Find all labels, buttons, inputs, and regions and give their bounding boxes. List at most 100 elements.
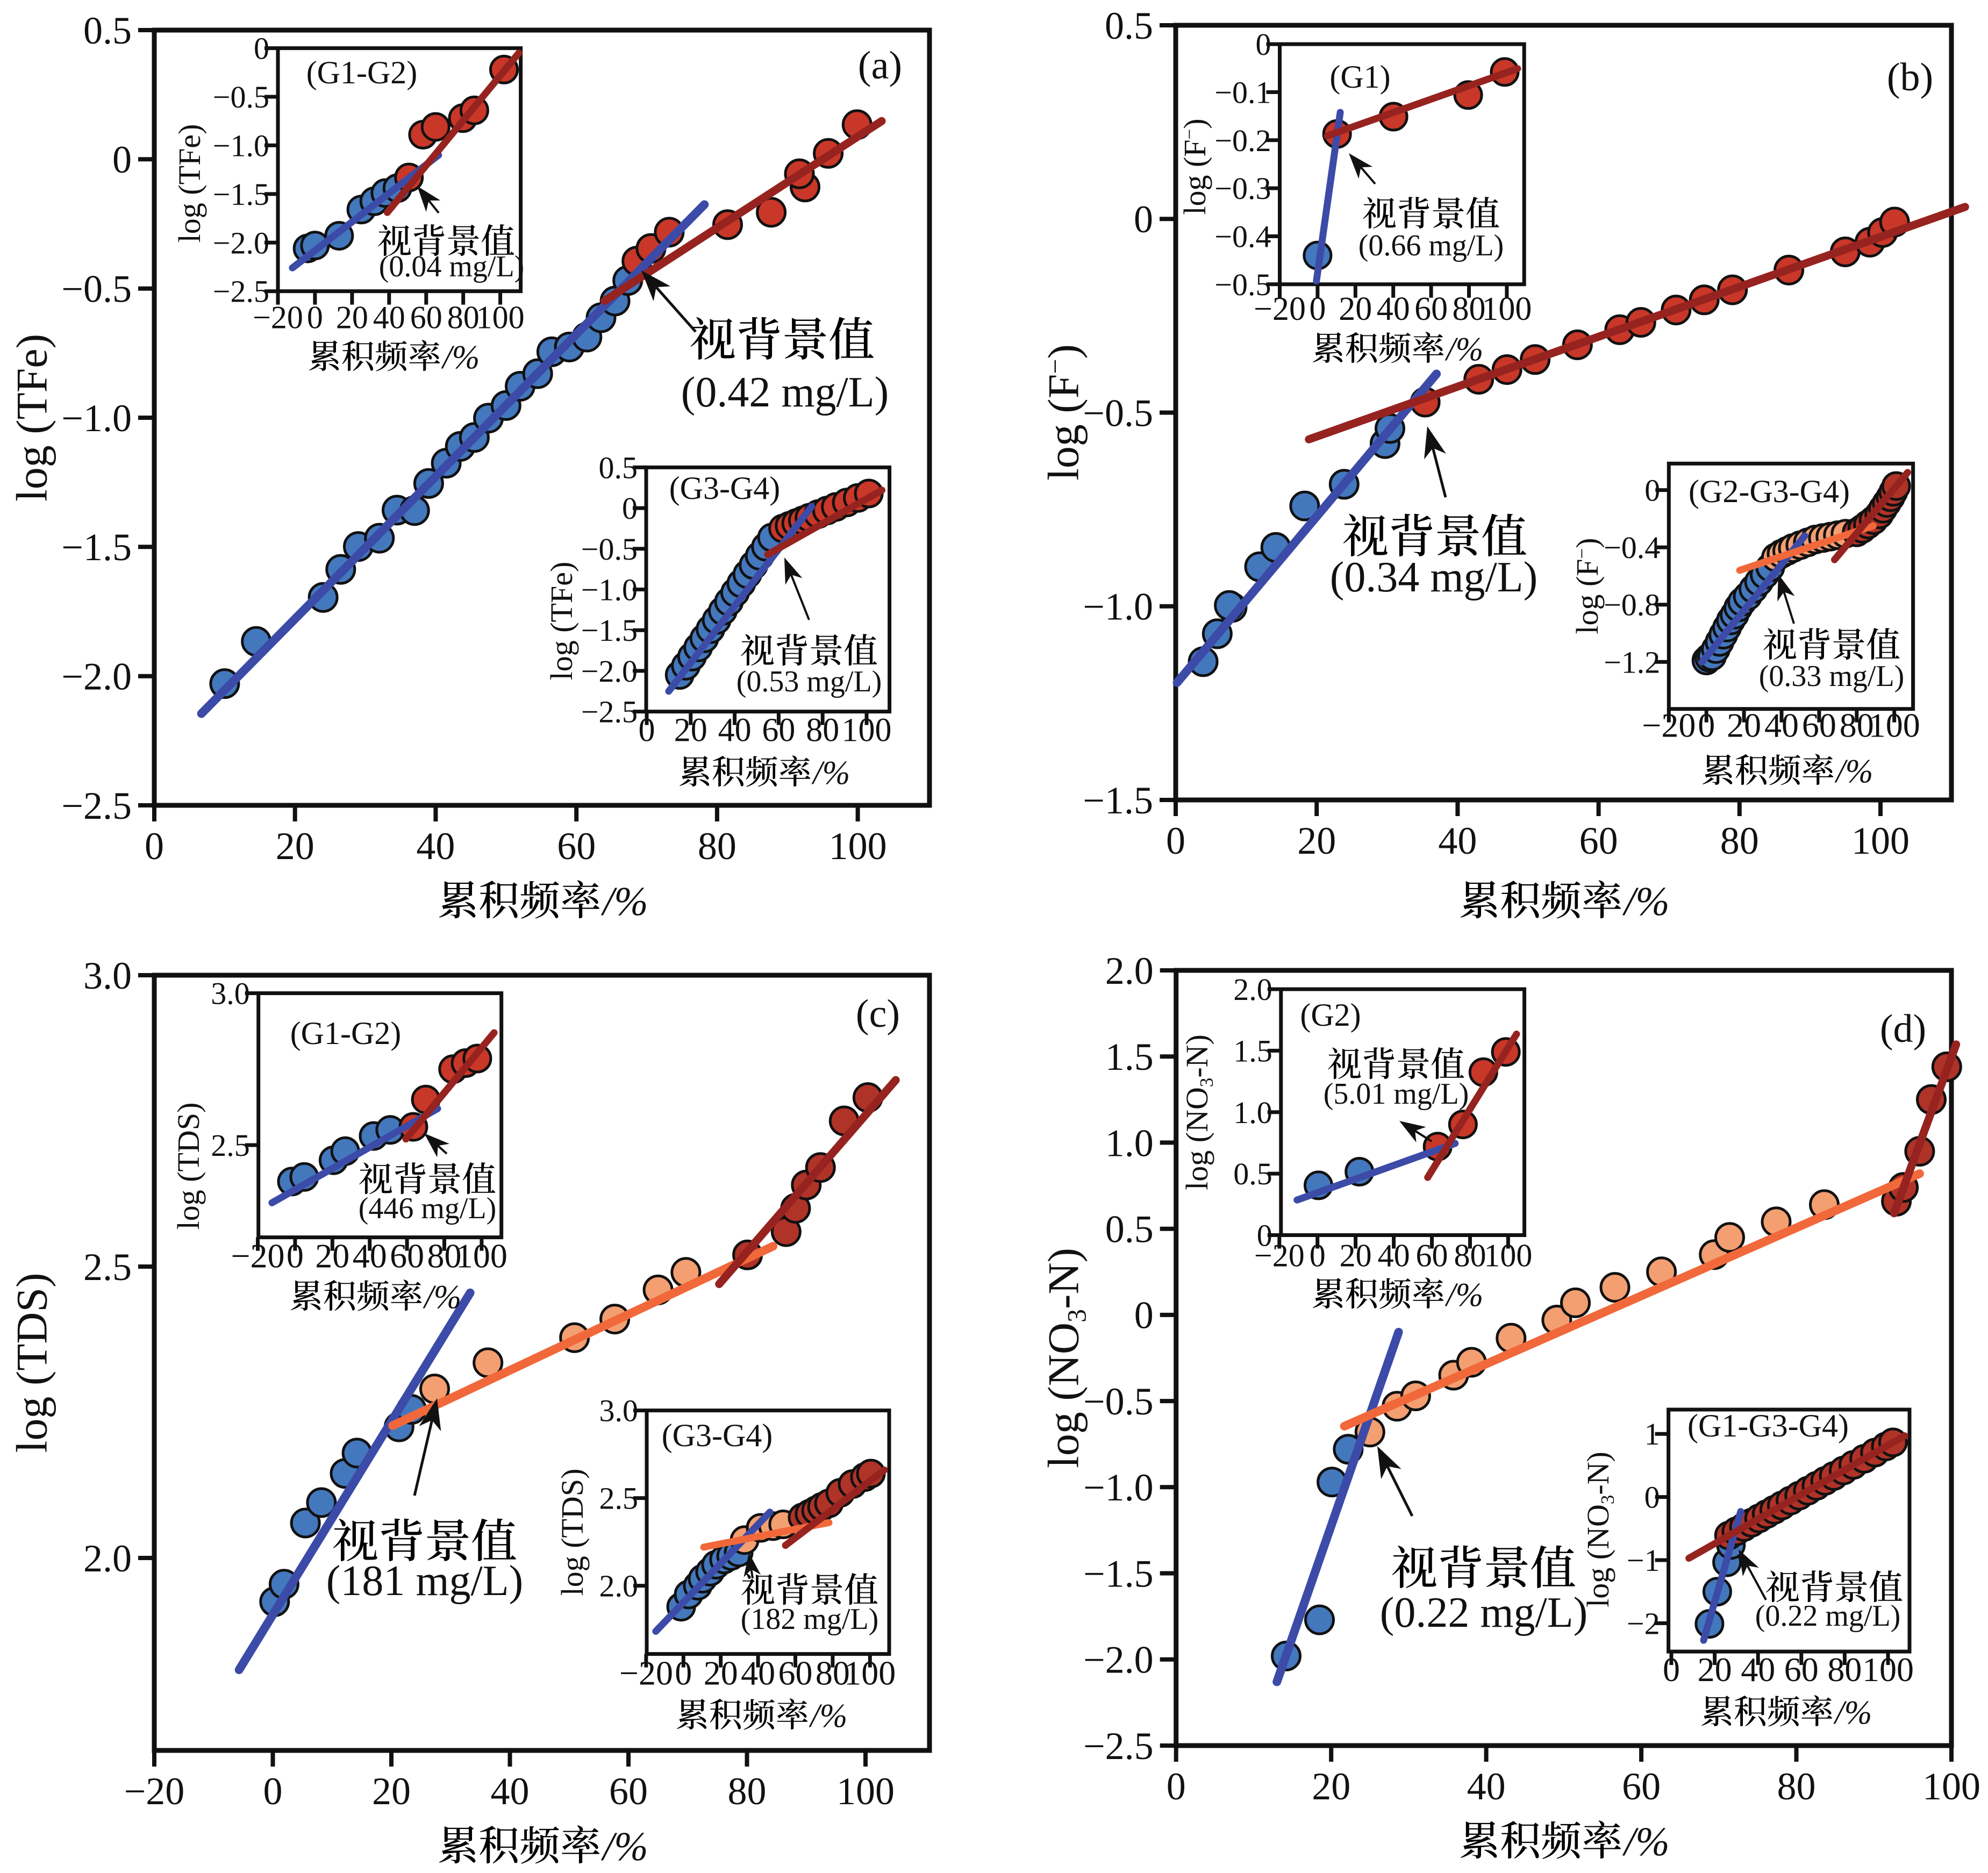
svg-text:(0.33 mg/L): (0.33 mg/L) bbox=[1759, 660, 1905, 693]
svg-text:(5.01 mg/L): (5.01 mg/L) bbox=[1324, 1077, 1469, 1111]
svg-text:60: 60 bbox=[1802, 706, 1836, 745]
svg-text:2.0: 2.0 bbox=[1233, 972, 1272, 1007]
svg-text:(G3-G4): (G3-G4) bbox=[669, 470, 781, 506]
svg-text:(G1-G2): (G1-G2) bbox=[290, 1016, 402, 1051]
svg-text:(0.22 mg/L): (0.22 mg/L) bbox=[1755, 1599, 1901, 1633]
svg-text:2.0: 2.0 bbox=[599, 1569, 639, 1604]
svg-text:(0.22 mg/L): (0.22 mg/L) bbox=[1380, 1589, 1588, 1636]
svg-text:20: 20 bbox=[372, 1770, 411, 1813]
svg-text:20: 20 bbox=[315, 1237, 349, 1275]
svg-text:2.5: 2.5 bbox=[83, 1246, 132, 1289]
svg-text:(G2-G3-G4): (G2-G3-G4) bbox=[1689, 474, 1850, 509]
svg-text:0: 0 bbox=[1134, 1294, 1154, 1337]
svg-text:−1.0: −1.0 bbox=[61, 397, 132, 440]
svg-text:60: 60 bbox=[557, 825, 596, 868]
svg-text:log (F−): log (F−) bbox=[1177, 118, 1212, 215]
svg-text:0: 0 bbox=[263, 1770, 283, 1813]
svg-text:−1.0: −1.0 bbox=[1083, 1466, 1154, 1509]
svg-text:80: 80 bbox=[447, 300, 480, 335]
svg-text:0: 0 bbox=[1309, 291, 1326, 327]
svg-text:2.0: 2.0 bbox=[83, 1537, 132, 1580]
svg-text:3.0: 3.0 bbox=[599, 1393, 639, 1428]
svg-text:−0.4: −0.4 bbox=[1214, 219, 1271, 254]
svg-text:40: 40 bbox=[718, 712, 752, 749]
svg-text:0.5: 0.5 bbox=[83, 9, 132, 52]
svg-text:0: 0 bbox=[675, 1654, 692, 1692]
svg-text:100: 100 bbox=[1851, 819, 1910, 862]
svg-text:−0.3: −0.3 bbox=[1214, 171, 1271, 206]
svg-text:100: 100 bbox=[844, 1654, 896, 1692]
svg-text:/%: /% bbox=[600, 879, 648, 924]
svg-text:−20: −20 bbox=[1254, 291, 1306, 327]
svg-text:(G1-G2): (G1-G2) bbox=[306, 55, 418, 90]
svg-text:/%: /% bbox=[1444, 331, 1483, 368]
svg-text:−20: −20 bbox=[124, 1770, 185, 1813]
svg-text:−1.5: −1.5 bbox=[1083, 1552, 1154, 1595]
svg-text:−0.5: −0.5 bbox=[1083, 1380, 1154, 1423]
svg-text:20: 20 bbox=[336, 300, 368, 335]
svg-text:0: 0 bbox=[307, 300, 323, 335]
svg-text:/%: /% bbox=[1622, 1819, 1669, 1864]
svg-text:0: 0 bbox=[1310, 1238, 1326, 1274]
svg-text:0: 0 bbox=[254, 31, 269, 66]
svg-text:60: 60 bbox=[1622, 1765, 1661, 1808]
svg-text:−0.5: −0.5 bbox=[1214, 267, 1271, 302]
svg-text:−2.5: −2.5 bbox=[61, 784, 132, 827]
svg-text:(d): (d) bbox=[1880, 1007, 1926, 1051]
svg-text:2.0: 2.0 bbox=[1105, 949, 1154, 992]
svg-text:1.5: 1.5 bbox=[1105, 1035, 1154, 1078]
svg-text:100: 100 bbox=[1862, 1650, 1914, 1689]
svg-text:60: 60 bbox=[1416, 1238, 1448, 1274]
svg-text:20: 20 bbox=[1340, 1238, 1372, 1274]
svg-text:−2.5: −2.5 bbox=[581, 695, 638, 730]
svg-text:log (NO3-N): log (NO3-N) bbox=[1581, 1452, 1618, 1607]
svg-text:−20: −20 bbox=[253, 300, 303, 335]
svg-text:1.0: 1.0 bbox=[1105, 1121, 1154, 1164]
svg-text:40: 40 bbox=[1467, 1765, 1506, 1808]
svg-text:1.5: 1.5 bbox=[1233, 1033, 1272, 1068]
svg-text:(181 mg/L): (181 mg/L) bbox=[326, 1557, 524, 1605]
svg-text:40: 40 bbox=[416, 825, 455, 868]
svg-text:(c): (c) bbox=[856, 992, 900, 1036]
svg-text:/%: /% bbox=[441, 339, 480, 376]
svg-text:80: 80 bbox=[1840, 706, 1874, 745]
svg-text:(182 mg/L): (182 mg/L) bbox=[741, 1603, 879, 1636]
svg-text:0: 0 bbox=[1257, 1218, 1272, 1253]
svg-text:−2.0: −2.0 bbox=[61, 655, 132, 698]
svg-text:60: 60 bbox=[1784, 1650, 1819, 1689]
svg-text:−2.0: −2.0 bbox=[581, 654, 638, 689]
svg-text:60: 60 bbox=[609, 1770, 648, 1813]
svg-text:(G3-G4): (G3-G4) bbox=[662, 1418, 773, 1453]
svg-text:log (TFe): log (TFe) bbox=[172, 124, 207, 243]
svg-text:40: 40 bbox=[1764, 706, 1799, 745]
svg-text:−1: −1 bbox=[1627, 1543, 1660, 1578]
svg-text:40: 40 bbox=[1378, 1238, 1410, 1274]
svg-text:80: 80 bbox=[728, 1770, 767, 1813]
svg-text:log (TDS): log (TDS) bbox=[171, 1103, 206, 1230]
svg-text:(0.66 mg/L): (0.66 mg/L) bbox=[1358, 229, 1504, 262]
svg-text:80: 80 bbox=[1827, 1650, 1862, 1689]
svg-text:60: 60 bbox=[762, 712, 795, 749]
svg-text:3.0: 3.0 bbox=[211, 976, 250, 1011]
svg-text:20: 20 bbox=[276, 825, 314, 868]
svg-text:0: 0 bbox=[1134, 198, 1153, 241]
svg-text:−0.5: −0.5 bbox=[581, 532, 638, 567]
svg-text:80: 80 bbox=[1453, 291, 1486, 327]
svg-text:/%: /% bbox=[1833, 1695, 1872, 1731]
svg-text:−20: −20 bbox=[1642, 706, 1696, 745]
svg-text:−0.5: −0.5 bbox=[1083, 391, 1153, 434]
svg-text:/%: /% bbox=[1622, 879, 1669, 924]
svg-text:/%: /% bbox=[1444, 1277, 1483, 1313]
svg-text:100: 100 bbox=[476, 300, 525, 335]
svg-text:1: 1 bbox=[1644, 1417, 1660, 1452]
svg-text:−2.0: −2.0 bbox=[213, 225, 269, 260]
svg-text:80: 80 bbox=[1720, 819, 1759, 862]
svg-text:−20: −20 bbox=[231, 1237, 284, 1275]
svg-text:(446 mg/L): (446 mg/L) bbox=[359, 1192, 497, 1225]
svg-text:−1.0: −1.0 bbox=[213, 128, 269, 163]
svg-text:100: 100 bbox=[1482, 291, 1532, 327]
svg-text:80: 80 bbox=[816, 1654, 850, 1692]
svg-text:−1.5: −1.5 bbox=[213, 177, 269, 212]
svg-text:/%: /% bbox=[811, 755, 850, 791]
svg-text:100: 100 bbox=[1869, 706, 1920, 745]
